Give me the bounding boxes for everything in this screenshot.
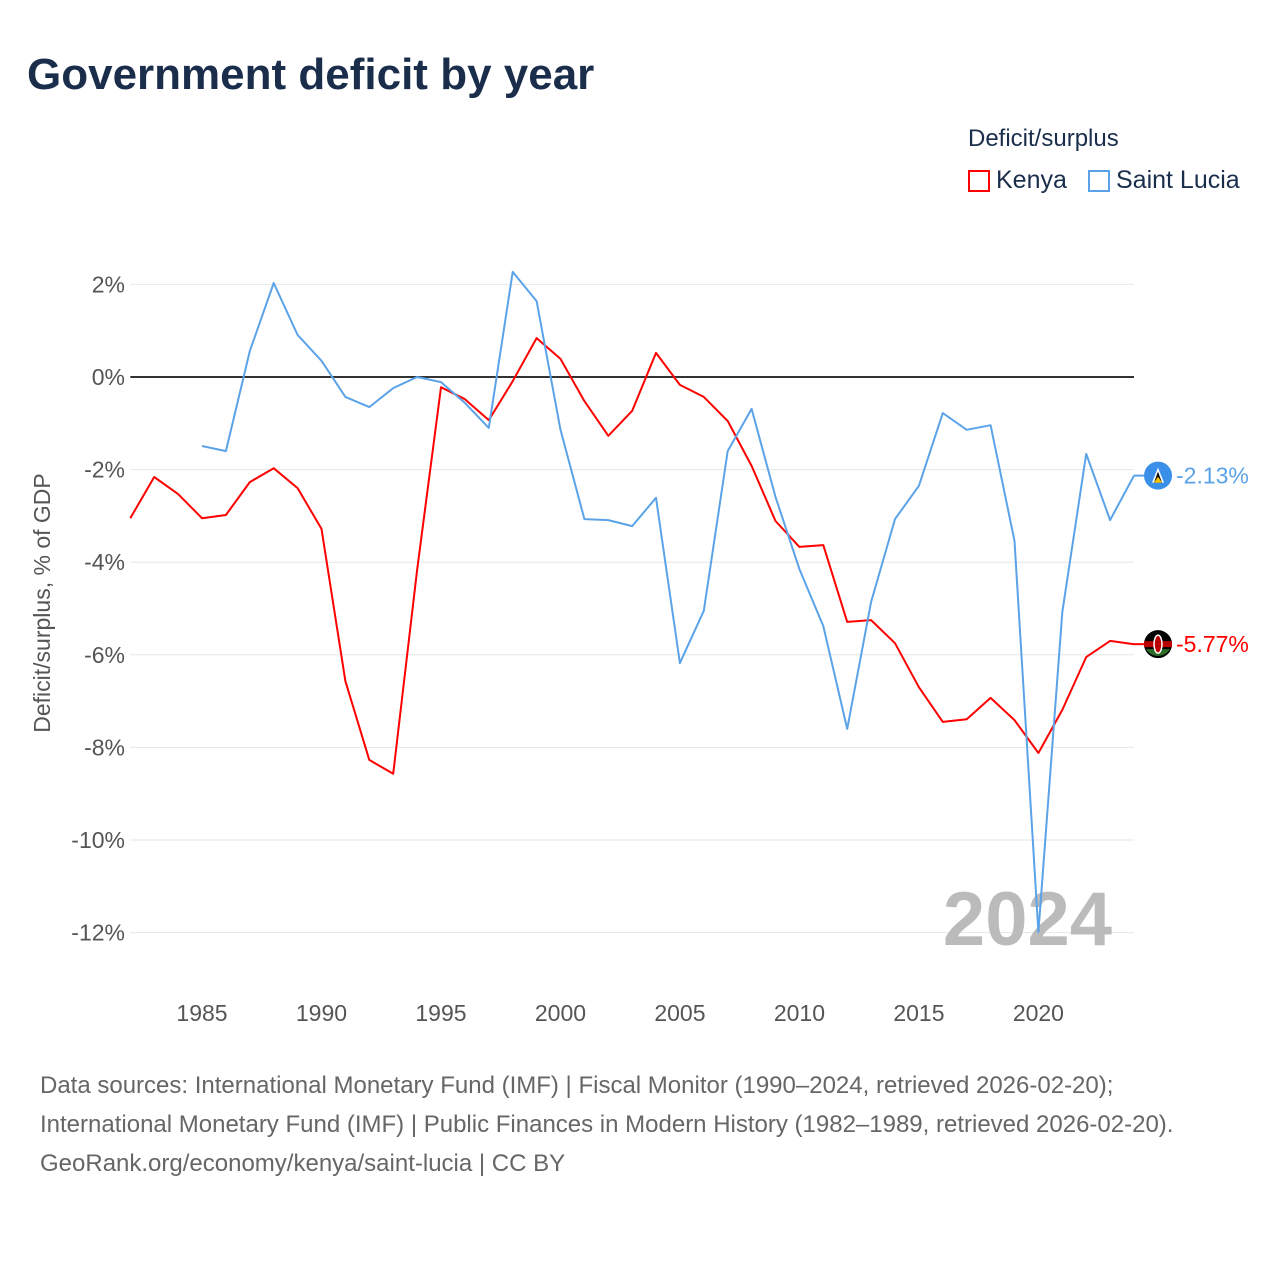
year-watermark: 2024 xyxy=(943,877,1112,962)
legend-item-saint-lucia[interactable]: Saint Lucia xyxy=(1088,166,1240,195)
legend-label: Kenya xyxy=(996,166,1067,194)
legend-title: Deficit/surplus xyxy=(968,125,1119,152)
x-tick-label: 2000 xyxy=(535,1000,586,1026)
credit-link[interactable]: GeoRank.org/economy/kenya/saint-lucia | … xyxy=(40,1150,566,1177)
x-tick-label: 2015 xyxy=(893,1000,944,1026)
y-tick-label: -12% xyxy=(71,920,125,946)
y-tick-label: -10% xyxy=(71,827,125,853)
y-tick-label: -4% xyxy=(84,549,125,575)
series-line-saint-lucia xyxy=(201,270,1135,934)
y-tick-label: 2% xyxy=(92,271,125,297)
x-tick-label: 1995 xyxy=(415,1000,466,1026)
footer: Data sources: International Monetary Fun… xyxy=(40,1066,1250,1183)
kenya-flag-icon xyxy=(1153,634,1163,654)
legend-swatch-kenya xyxy=(968,169,990,192)
legend-swatch-saint-lucia xyxy=(1088,169,1110,192)
legend-label: Saint Lucia xyxy=(1116,166,1240,194)
chart-title: Government deficit by year xyxy=(27,50,595,99)
saint-lucia-flag-icon xyxy=(1154,476,1162,483)
legend-item-kenya[interactable]: Kenya xyxy=(968,166,1067,195)
x-tick-label: 1990 xyxy=(296,1000,347,1026)
line-chart: 2% 0% -2% -4% -6% -8% -10% -12% 1985 1990 1995 2000… xyxy=(29,270,1249,1026)
y-tick-label: -2% xyxy=(84,457,125,483)
x-tick-label: 2005 xyxy=(654,1000,705,1026)
x-tick-label: 1985 xyxy=(176,1000,227,1026)
y-tick-label: 0% xyxy=(92,364,125,390)
y-tick-label: -6% xyxy=(84,642,125,668)
series-line-kenya xyxy=(129,337,1135,775)
x-tick-label: 2010 xyxy=(774,1000,825,1026)
y-axis-label: Deficit/surplus, % of GDP xyxy=(29,473,55,732)
end-value-label: -2.13% xyxy=(1176,463,1249,489)
data-sources: Data sources: International Monetary Fun… xyxy=(40,1072,1174,1138)
x-tick-label: 2020 xyxy=(1013,1000,1064,1026)
y-tick-label: -8% xyxy=(84,734,125,760)
end-value-label: -5.77% xyxy=(1176,631,1249,657)
